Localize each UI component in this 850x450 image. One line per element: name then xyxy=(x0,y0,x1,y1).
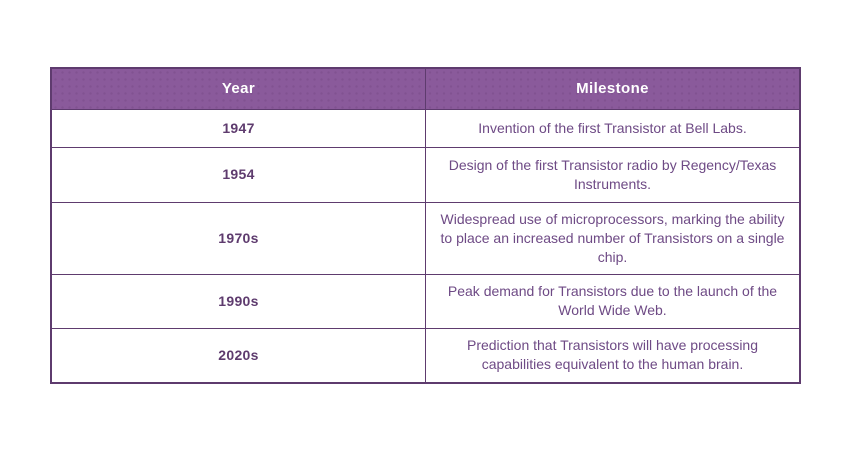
milestone-cell: Widespread use of microprocessors, marki… xyxy=(425,201,801,275)
table-body: 1947 Invention of the first Transistor a… xyxy=(50,108,801,384)
header-row: Year Milestone xyxy=(50,67,801,110)
table-header-year: Year xyxy=(50,67,426,110)
milestone-cell: Peak demand for Transistors due to the l… xyxy=(425,273,801,329)
year-cell: 1954 xyxy=(50,146,426,203)
year-cell: 1947 xyxy=(50,108,426,148)
milestone-cell: Invention of the first Transistor at Bel… xyxy=(425,108,801,148)
year-cell: 2020s xyxy=(50,327,426,384)
table-header-milestone: Milestone xyxy=(425,67,801,110)
table-row: 1990s Peak demand for Transistors due to… xyxy=(50,273,801,329)
milestone-cell: Prediction that Transistors will have pr… xyxy=(425,327,801,384)
year-cell: 1990s xyxy=(50,273,426,329)
year-cell: 1970s xyxy=(50,201,426,275)
table-row: 1970s Widespread use of microprocessors,… xyxy=(50,201,801,275)
table-row: 2020s Prediction that Transistors will h… xyxy=(50,327,801,384)
table-row: 1954 Design of the first Transistor radi… xyxy=(50,146,801,203)
table-header: Year Milestone xyxy=(50,67,801,110)
milestone-table: Year Milestone 1947 Invention of the fir… xyxy=(50,67,801,384)
table-row: 1947 Invention of the first Transistor a… xyxy=(50,108,801,148)
milestone-cell: Design of the first Transistor radio by … xyxy=(425,146,801,203)
